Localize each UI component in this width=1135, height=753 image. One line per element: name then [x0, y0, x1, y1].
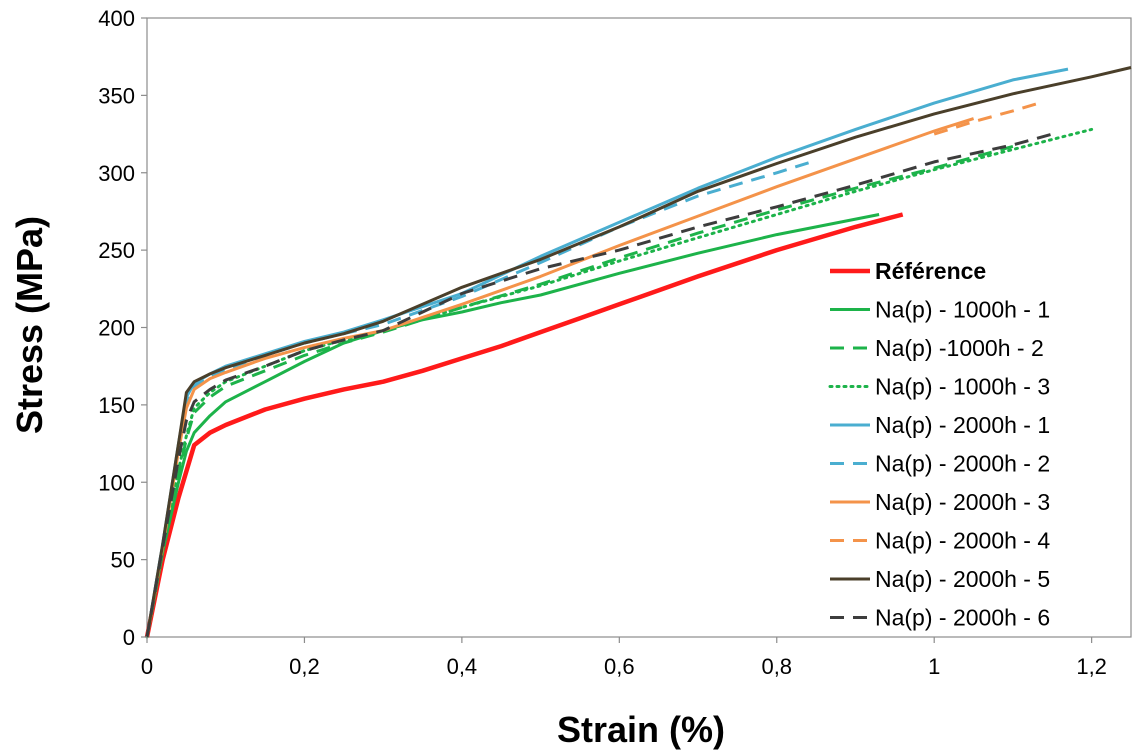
series-line-6 — [145, 158, 817, 638]
y-axis-ticks: 0 50 100 150 200 250 300 350 400 — [98, 6, 147, 650]
legend-label-10: Na(p) - 2000h - 6 — [875, 605, 1050, 631]
y-tick-label: 100 — [98, 470, 135, 495]
legend-label-5: Na(p) - 2000h - 1 — [875, 412, 1050, 438]
legend-label-1: Référence — [875, 258, 986, 284]
y-tick-label: 200 — [98, 316, 135, 341]
x-axis-title: Strain (%) — [557, 709, 725, 750]
x-tick-label: 0,2 — [289, 654, 320, 679]
y-tick-label: 0 — [123, 625, 135, 650]
x-tick-label: 1 — [928, 654, 940, 679]
y-tick-label: 400 — [98, 6, 135, 31]
x-tick-label: 0,6 — [604, 654, 635, 679]
series-lines — [144, 66, 1132, 639]
legend-label-4: Na(p) - 1000h - 3 — [875, 374, 1050, 400]
x-tick-label: 0,4 — [447, 654, 478, 679]
legend-label-7: Na(p) - 2000h - 3 — [875, 489, 1050, 515]
legend-label-8: Na(p) - 2000h - 4 — [875, 528, 1050, 554]
series-line-7 — [145, 117, 975, 638]
x-tick-label: 0,8 — [761, 654, 792, 679]
series-line-9 — [145, 66, 1132, 638]
x-tick-label: 1,2 — [1076, 654, 1107, 679]
y-tick-label: 250 — [98, 238, 135, 263]
x-axis-ticks: 0 0,2 0,4 0,6 0,8 1 1,2 — [141, 637, 1107, 679]
series-line-10 — [145, 132, 1053, 638]
y-tick-label: 350 — [98, 83, 135, 108]
series-line-3 — [145, 144, 1014, 638]
legend-label-6: Na(p) - 2000h - 2 — [875, 451, 1050, 477]
y-tick-label: 50 — [111, 548, 135, 573]
series-line-8 — [933, 100, 1045, 136]
series-line-1 — [144, 212, 904, 638]
legend-label-3: Na(p) -1000h - 2 — [875, 335, 1044, 361]
x-tick-label: 0 — [141, 654, 153, 679]
y-tick-label: 150 — [98, 393, 135, 418]
y-tick-label: 300 — [98, 161, 135, 186]
legend: Référence Na(p) - 1000h - 1 Na(p) -1000h -… — [828, 258, 1050, 631]
y-axis-title: Stress (MPa) — [9, 216, 50, 434]
legend-label-9: Na(p) - 2000h - 5 — [875, 566, 1050, 592]
legend-label-2: Na(p) - 1000h - 1 — [875, 297, 1050, 323]
